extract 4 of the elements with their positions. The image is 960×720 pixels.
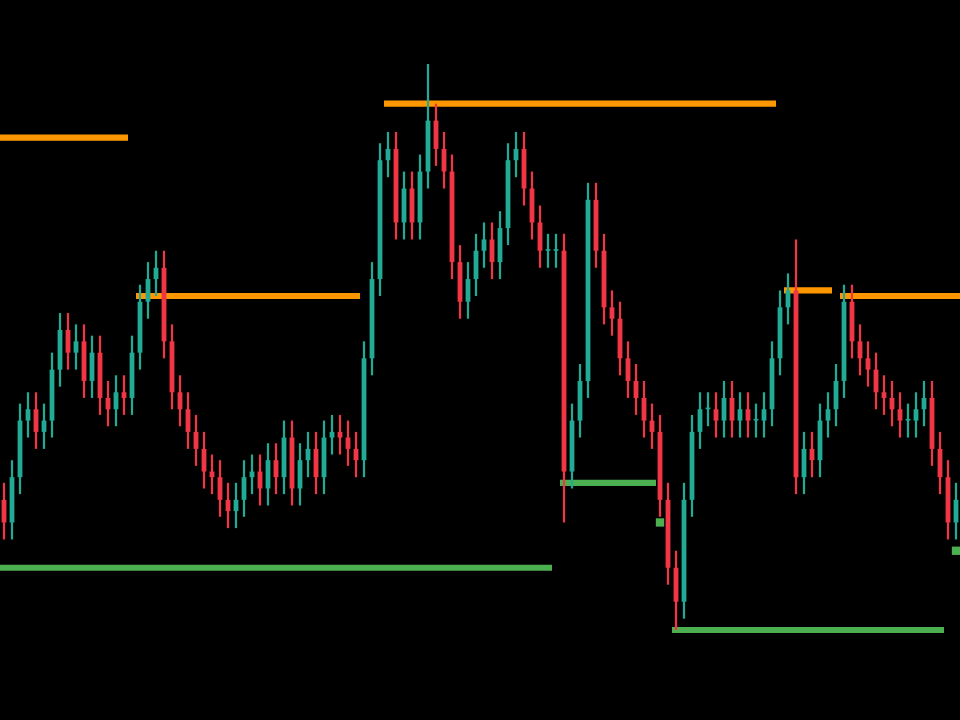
candlestick <box>753 402 759 439</box>
candlestick <box>545 232 551 269</box>
candlestick <box>905 402 911 439</box>
candlestick <box>553 232 559 269</box>
